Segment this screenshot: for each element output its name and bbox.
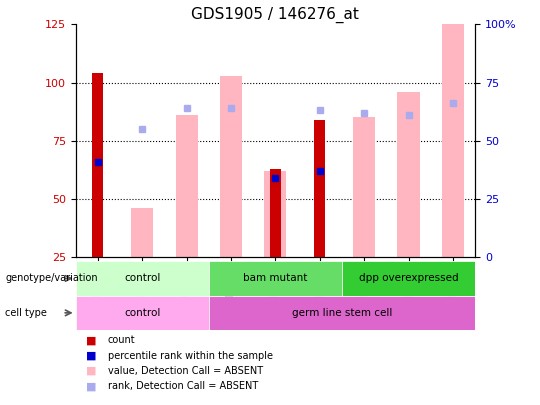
Bar	[220, 76, 242, 257]
Bar	[442, 24, 464, 257]
Bar	[209, 261, 342, 296]
Text: ■: ■	[86, 351, 97, 360]
Text: germ line stem cell: germ line stem cell	[292, 308, 392, 318]
Bar	[314, 120, 325, 257]
Text: count: count	[108, 335, 136, 345]
Text: rank, Detection Call = ABSENT: rank, Detection Call = ABSENT	[108, 382, 258, 391]
Bar	[353, 117, 375, 257]
Text: dpp overexpressed: dpp overexpressed	[359, 273, 458, 283]
Text: control: control	[124, 273, 160, 283]
Text: percentile rank within the sample: percentile rank within the sample	[108, 351, 273, 360]
Text: genotype/variation: genotype/variation	[5, 273, 98, 283]
Bar	[176, 115, 198, 257]
Bar	[131, 208, 153, 257]
Bar	[342, 261, 475, 296]
Bar	[76, 261, 209, 296]
Text: ■: ■	[86, 335, 97, 345]
Text: ■: ■	[86, 366, 97, 376]
Text: ■: ■	[86, 382, 97, 391]
Bar	[209, 296, 475, 330]
Bar	[92, 73, 103, 257]
Bar	[397, 92, 420, 257]
Text: bam mutant: bam mutant	[243, 273, 308, 283]
Title: GDS1905 / 146276_at: GDS1905 / 146276_at	[192, 7, 359, 23]
Bar	[270, 168, 281, 257]
Bar	[264, 171, 287, 257]
Text: control: control	[124, 308, 160, 318]
Bar	[76, 296, 209, 330]
Text: cell type: cell type	[5, 308, 48, 318]
Text: value, Detection Call = ABSENT: value, Detection Call = ABSENT	[108, 366, 263, 376]
